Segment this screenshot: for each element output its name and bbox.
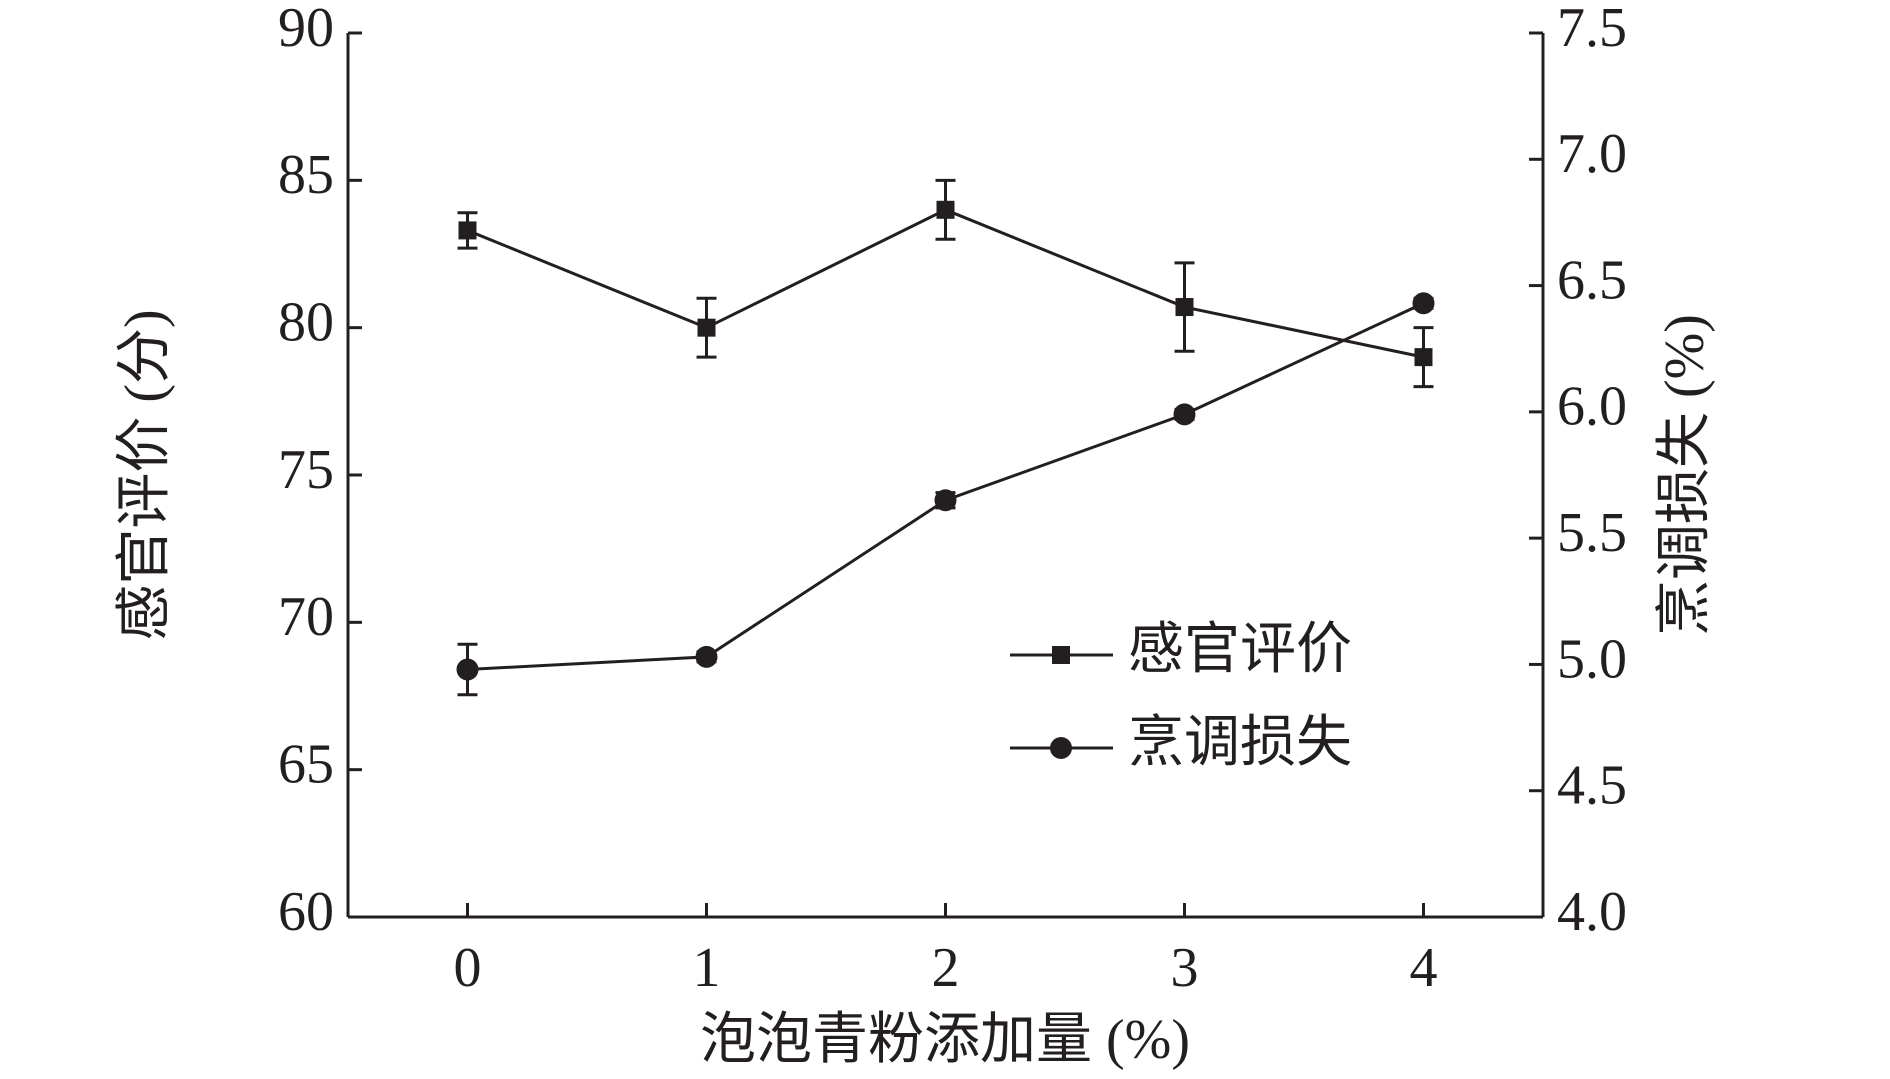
y2-tick-label: 5.5 bbox=[1557, 502, 1627, 564]
y2-tick-label: 7.5 bbox=[1557, 0, 1627, 59]
y-tick-label: 70 bbox=[278, 586, 334, 648]
y-tick-label: 60 bbox=[278, 881, 334, 943]
data-point bbox=[1173, 403, 1196, 426]
data-point bbox=[697, 318, 716, 337]
y2-tick-label: 6.5 bbox=[1557, 249, 1627, 311]
x-axis-label: 泡泡青粉添加量 (%) bbox=[700, 1009, 1190, 1071]
data-point bbox=[936, 200, 955, 219]
legend-label: 感官评价 bbox=[1128, 619, 1352, 681]
y-tick-label: 75 bbox=[278, 439, 334, 501]
data-point bbox=[695, 645, 718, 668]
y2-tick-label: 4.0 bbox=[1557, 881, 1627, 943]
data-point bbox=[934, 489, 957, 512]
y2-tick-label: 4.5 bbox=[1557, 755, 1627, 817]
data-point bbox=[1412, 292, 1435, 315]
y-tick-label: 90 bbox=[278, 0, 334, 59]
legend-label: 烹调损失 bbox=[1128, 712, 1352, 774]
y-axis-label: 感官评价 (分) bbox=[114, 309, 176, 640]
x-tick-label: 3 bbox=[1171, 937, 1199, 999]
y2-tick-label: 5.0 bbox=[1557, 628, 1627, 690]
y2-tick-label: 7.0 bbox=[1557, 123, 1627, 185]
x-tick-label: 4 bbox=[1410, 937, 1438, 999]
x-tick-label: 2 bbox=[932, 937, 960, 999]
y2-tick-label: 6.0 bbox=[1557, 376, 1627, 438]
series-line bbox=[467, 301, 1425, 671]
legend-marker bbox=[1050, 737, 1072, 759]
y2-axis-label: 烹调损失 (%) bbox=[1654, 314, 1716, 636]
y-tick-label: 80 bbox=[278, 292, 334, 354]
y-tick-label: 65 bbox=[278, 734, 334, 796]
data-point bbox=[1175, 298, 1194, 317]
data-point bbox=[458, 221, 477, 240]
data-point bbox=[1414, 348, 1433, 367]
y-tick-label: 85 bbox=[278, 144, 334, 206]
data-point bbox=[456, 658, 479, 681]
x-tick-label: 0 bbox=[454, 937, 482, 999]
x-tick-label: 1 bbox=[693, 937, 721, 999]
legend-marker bbox=[1052, 646, 1070, 664]
